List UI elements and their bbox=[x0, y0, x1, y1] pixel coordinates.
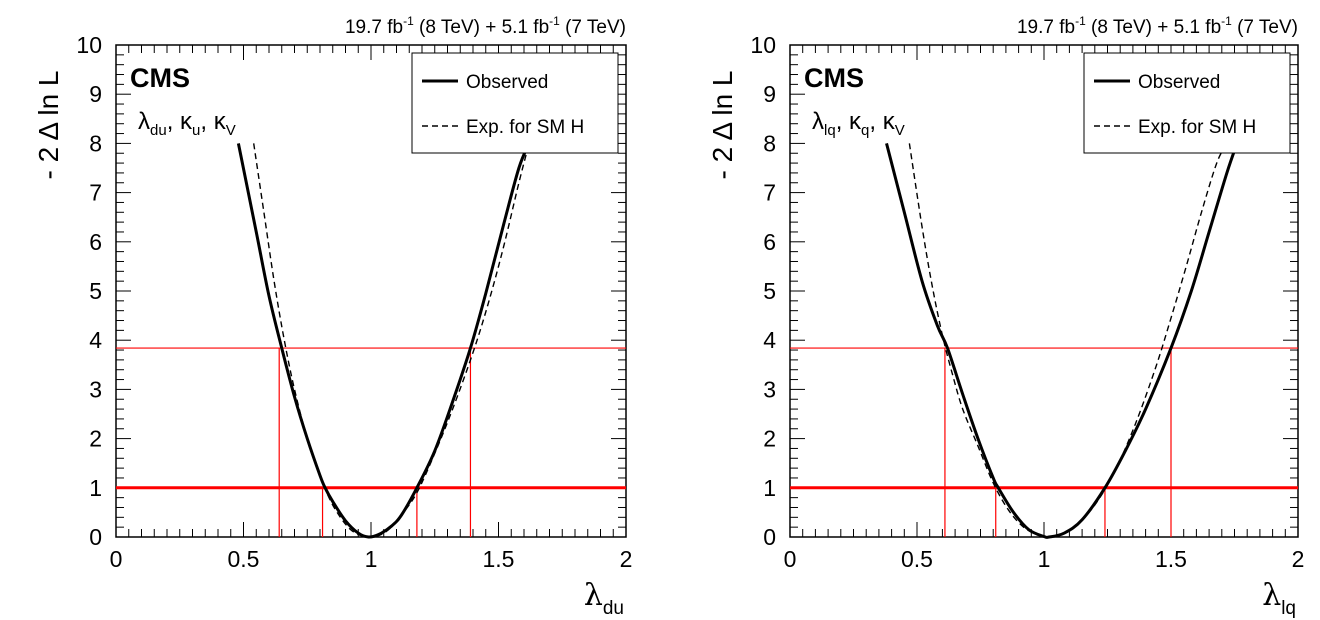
panel-left: 0 0.5 1 1.5 2 0 1 2 3 4 5 6 7 8 9 10 Observed Exp. for SM… bbox=[33, 14, 632, 619]
luminosity-text: 19.7 fb-1 (8 TeV) + 5.1 fb-1 (7 TeV) bbox=[345, 14, 626, 38]
y-tick-label: 6 bbox=[763, 229, 776, 255]
lumi-sup: -1 bbox=[549, 14, 560, 28]
y-tick-label: 1 bbox=[763, 475, 776, 501]
legend-box bbox=[1083, 52, 1291, 154]
lumi-part: (7 TeV) bbox=[1232, 17, 1298, 38]
y-tick-label: 5 bbox=[763, 278, 776, 304]
model-label-sub: lq bbox=[824, 122, 836, 139]
y-tick-label: 2 bbox=[763, 426, 776, 452]
experiment-label: CMS bbox=[804, 63, 864, 93]
model-label-sub: V bbox=[895, 122, 905, 139]
x-tick-label: 1 bbox=[1038, 546, 1051, 572]
y-axis-title: - 2 Δ ln L bbox=[707, 71, 738, 180]
y-axis-title: - 2 Δ ln L bbox=[33, 71, 64, 180]
x-axis-title: λlq bbox=[1262, 578, 1296, 619]
lumi-sup: -1 bbox=[1075, 14, 1086, 28]
expected-curve bbox=[908, 143, 1228, 538]
y-tick-label: 5 bbox=[89, 278, 102, 304]
lumi-sup: -1 bbox=[1221, 14, 1232, 28]
legend-expected-label: Exp. for SM H bbox=[1138, 117, 1256, 138]
y-tick-label: 3 bbox=[763, 376, 776, 402]
model-label-sub: q bbox=[861, 122, 869, 139]
model-label-part: , κ bbox=[167, 108, 193, 135]
y-tick-label: 7 bbox=[763, 180, 776, 206]
x-tick-label: 0 bbox=[784, 546, 797, 572]
y-tick-label: 3 bbox=[89, 376, 102, 402]
x-tick-label: 2 bbox=[1292, 546, 1305, 572]
y-tick-label: 0 bbox=[763, 524, 776, 550]
model-label: λdu, κu, κV bbox=[138, 108, 236, 139]
y-tick-label: 8 bbox=[763, 130, 776, 156]
model-label: λlq, κq, κV bbox=[812, 108, 905, 139]
y-tick-label: 6 bbox=[89, 229, 102, 255]
lumi-part: (8 TeV) + 5.1 fb bbox=[1086, 17, 1221, 38]
model-label-sub: u bbox=[192, 122, 200, 139]
y-tick-label: 1 bbox=[89, 475, 102, 501]
experiment-label: CMS bbox=[130, 63, 190, 93]
y-tick-label: 9 bbox=[89, 81, 102, 107]
legend-box bbox=[411, 52, 619, 154]
luminosity-text: 19.7 fb-1 (8 TeV) + 5.1 fb-1 (7 TeV) bbox=[1017, 14, 1298, 38]
model-label-sub: V bbox=[226, 122, 236, 139]
panel-right: 0 0.5 1 1.5 2 0 1 2 3 4 5 6 7 8 9 10 Observed Exp. for SM… bbox=[707, 14, 1304, 619]
observed-curve bbox=[236, 142, 531, 539]
x-tick-label: 1.5 bbox=[1155, 546, 1187, 572]
x-axis-title-sub: lq bbox=[1281, 598, 1296, 619]
legend-observed-label: Observed bbox=[1138, 72, 1220, 93]
observed-curve bbox=[885, 142, 1239, 539]
lumi-part: 19.7 fb bbox=[345, 17, 403, 38]
model-label-part: λ bbox=[138, 108, 150, 135]
lumi-part: 19.7 fb bbox=[1017, 17, 1075, 38]
x-tick-label: 0.5 bbox=[901, 546, 933, 572]
y-tick-label: 0 bbox=[89, 524, 102, 550]
legend-expected-label: Exp. for SM H bbox=[466, 117, 584, 138]
model-label-part: , κ bbox=[200, 108, 226, 135]
y-tick-label: 2 bbox=[89, 426, 102, 452]
x-axis-title-symbol: λ bbox=[584, 578, 603, 613]
x-axis-title-symbol: λ bbox=[1262, 578, 1281, 613]
y-tick-label: 10 bbox=[750, 32, 776, 58]
expected-curve bbox=[253, 143, 530, 538]
lumi-part: (7 TeV) bbox=[560, 17, 626, 38]
y-tick-label: 7 bbox=[89, 180, 102, 206]
model-label-part: , κ bbox=[869, 108, 895, 135]
y-tick-label: 10 bbox=[76, 32, 102, 58]
x-axis-title-sub: du bbox=[603, 598, 624, 619]
x-tick-label: 0 bbox=[110, 546, 123, 572]
model-label-part: , κ bbox=[836, 108, 862, 135]
lumi-sup: -1 bbox=[403, 14, 414, 28]
x-tick-label: 2 bbox=[620, 546, 633, 572]
y-tick-label: 4 bbox=[89, 327, 102, 353]
y-tick-label: 8 bbox=[89, 130, 102, 156]
model-label-part: λ bbox=[812, 108, 824, 135]
x-axis-title: λdu bbox=[584, 578, 624, 619]
x-tick-label: 0.5 bbox=[228, 546, 260, 572]
legend-observed-label: Observed bbox=[466, 72, 548, 93]
y-tick-label: 9 bbox=[763, 81, 776, 107]
y-tick-label: 4 bbox=[763, 327, 776, 353]
x-tick-label: 1 bbox=[365, 546, 378, 572]
x-tick-label: 1.5 bbox=[483, 546, 515, 572]
model-label-sub: du bbox=[150, 122, 167, 139]
lumi-part: (8 TeV) + 5.1 fb bbox=[414, 17, 549, 38]
